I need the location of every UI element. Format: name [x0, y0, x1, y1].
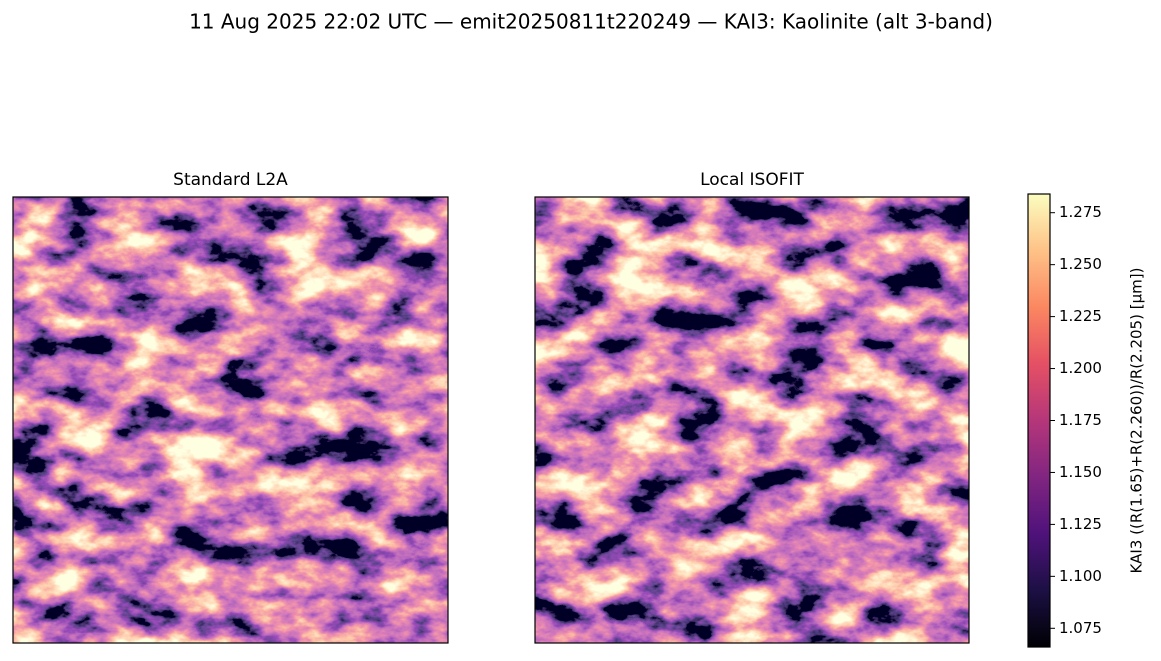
colorbar-label: KAI3 ((R(1.65)+R(2.260))/R(2.205) [µm]) [1128, 268, 1146, 574]
panel-frame [12, 196, 449, 644]
figure-title: 11 Aug 2025 22:02 UTC — emit20250811t220… [189, 10, 993, 34]
colorbar-tick-label: 1.100 [1059, 567, 1102, 585]
colorbar-tick-label: 1.075 [1059, 619, 1102, 637]
colorbar-tick-label: 1.225 [1059, 307, 1102, 325]
colorbar-tick-label: 1.200 [1059, 359, 1102, 377]
colorbar-tick-label: 1.150 [1059, 463, 1102, 481]
colorbar-tick-label: 1.175 [1059, 411, 1102, 429]
panel-title: Local ISOFIT [700, 170, 804, 190]
colorbar-tick-label: 1.250 [1059, 255, 1102, 273]
colorbar-tick-label: 1.125 [1059, 515, 1102, 533]
image-panel [535, 197, 969, 643]
image-panel [13, 197, 448, 643]
panel-title: Standard L2A [173, 170, 288, 190]
colorbar-tick-label: 1.275 [1059, 203, 1102, 221]
colorbar [1027, 193, 1051, 648]
panel-frame [534, 196, 970, 644]
